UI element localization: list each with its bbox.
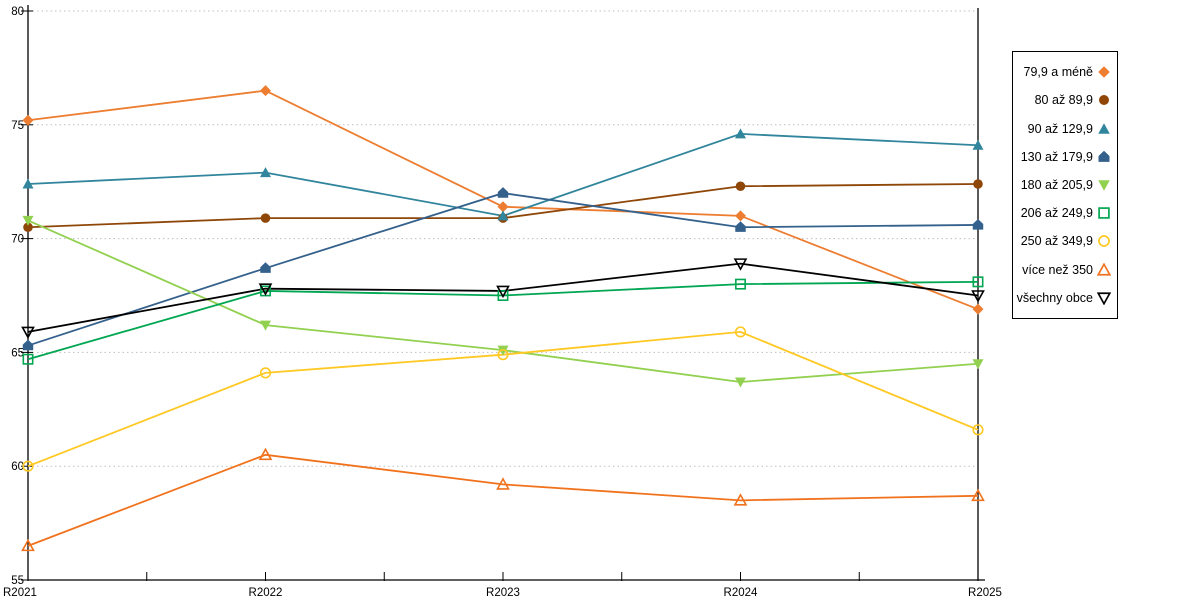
triangle-down-marker-icon: [260, 320, 271, 331]
triangle-down-open-marker-icon: [258, 283, 273, 296]
pentagon-marker-icon: [260, 262, 271, 273]
x-axis-label: R2025: [968, 587, 1002, 599]
triangle-up-marker-icon: [735, 128, 746, 139]
x-axis-label: R2021: [3, 587, 37, 599]
series-line: [27, 219, 979, 383]
legend-label: všechny obce: [1016, 290, 1093, 305]
legend-item: 130 až 179,9: [1017, 150, 1111, 164]
y-axis-label: 70: [11, 234, 24, 246]
circle-open-marker-icon: [734, 326, 747, 338]
circle-open-marker-icon: [22, 460, 34, 472]
square-open-marker-icon: [1098, 207, 1110, 219]
legend-marker: [1098, 180, 1110, 191]
x-axis-label: R2022: [249, 587, 283, 599]
triangle-down-open-marker-icon: [733, 258, 748, 271]
y-axis-label: 60: [11, 461, 24, 473]
triangle-down-marker-icon: [1098, 180, 1110, 191]
legend-label: 80 až 89,9: [1034, 93, 1093, 108]
legend-marker: [1097, 262, 1111, 276]
legend-label: 130 až 179,9: [1020, 149, 1093, 164]
circle-marker-icon: [973, 179, 983, 189]
legend-item: 90 až 129,9: [1017, 122, 1111, 136]
triangle-down-marker-icon: [22, 215, 34, 226]
diamond-marker-icon: [735, 210, 746, 222]
legend-marker: [1098, 150, 1110, 162]
triangle-up-open-marker-icon: [496, 477, 510, 490]
circle-open-marker-icon: [497, 349, 509, 361]
triangle-down-open-marker-icon: [1097, 292, 1111, 305]
legend-item: 250 až 349,9: [1017, 234, 1111, 248]
triangle-up-marker-icon: [260, 167, 271, 178]
circle-open-marker-icon: [1098, 235, 1110, 248]
legend-marker: [1098, 235, 1110, 248]
diamond-marker-icon: [972, 303, 984, 315]
triangle-up-marker-icon: [972, 139, 984, 150]
pentagon-marker-icon: [22, 339, 34, 351]
triangle-up-open-marker-icon: [1097, 262, 1111, 276]
legend-label: 180 až 205,9: [1020, 177, 1093, 192]
legend-marker: [1098, 207, 1110, 219]
diamond-marker-icon: [22, 114, 34, 126]
y-axis-label: 80: [11, 6, 24, 18]
square-open-marker-icon: [972, 276, 984, 288]
legend-label: 206 až 249,9: [1020, 206, 1093, 221]
legend-marker: [1098, 95, 1110, 106]
triangle-down-open-marker-icon: [971, 290, 985, 303]
circle-marker-icon: [23, 222, 33, 233]
chart-legend: 79,9 a méně 80 až 89,9 90 až 129,9 130 až 1…: [1012, 51, 1118, 319]
triangle-up-open-marker-icon: [21, 538, 35, 552]
circle-marker-icon: [260, 213, 271, 223]
x-axis-label: R2023: [486, 587, 520, 599]
triangle-up-marker-icon: [497, 210, 509, 221]
circle-marker-icon: [735, 181, 746, 192]
triangle-up-marker-icon: [1098, 122, 1110, 134]
legend-label: více než 350: [1022, 262, 1093, 277]
legend-marker: [1097, 292, 1111, 305]
triangle-up-open-marker-icon: [258, 447, 273, 461]
triangle-down-open-marker-icon: [21, 326, 35, 340]
legend-label: 250 až 349,9: [1020, 234, 1093, 249]
diamond-marker-icon: [260, 85, 271, 97]
legend-item: všechny obce: [1017, 291, 1111, 305]
triangle-up-marker-icon: [22, 178, 34, 189]
triangle-down-marker-icon: [735, 377, 746, 388]
triangle-down-open-marker-icon: [496, 285, 510, 299]
square-open-marker-icon: [22, 353, 34, 365]
legend-label: 90 až 129,9: [1027, 121, 1093, 136]
circle-open-marker-icon: [972, 424, 984, 436]
y-axis-label: 65: [11, 347, 24, 359]
legend-label: 79,9 a méně: [1023, 65, 1094, 80]
series-line: [27, 453, 979, 547]
legend-item: 79,9 a méně: [1017, 65, 1111, 79]
diamond-marker-icon: [497, 201, 509, 213]
pentagon-marker-icon: [735, 221, 746, 232]
y-axis-label: 75: [11, 120, 24, 132]
triangle-down-marker-icon: [972, 359, 984, 370]
pentagon-marker-icon: [972, 218, 984, 230]
legend-item: 80 až 89,9: [1017, 93, 1111, 107]
square-open-marker-icon: [497, 290, 509, 301]
triangle-up-open-marker-icon: [971, 488, 985, 502]
pentagon-marker-icon: [1098, 150, 1110, 162]
square-open-marker-icon: [735, 278, 746, 290]
legend-item: více než 350: [1017, 262, 1111, 277]
legend-item: 206 až 249,9: [1017, 206, 1111, 220]
legend-marker: [1098, 66, 1110, 78]
x-axis-label: R2024: [724, 587, 758, 599]
legend-item: 180 až 205,9: [1017, 178, 1111, 192]
triangle-up-open-marker-icon: [733, 493, 748, 506]
diamond-marker-icon: [1098, 66, 1110, 78]
legend-marker: [1098, 122, 1110, 134]
circle-marker-icon: [1098, 95, 1110, 106]
pentagon-marker-icon: [497, 187, 509, 198]
circle-open-marker-icon: [259, 367, 272, 379]
y-axis-label: 55: [11, 575, 24, 587]
